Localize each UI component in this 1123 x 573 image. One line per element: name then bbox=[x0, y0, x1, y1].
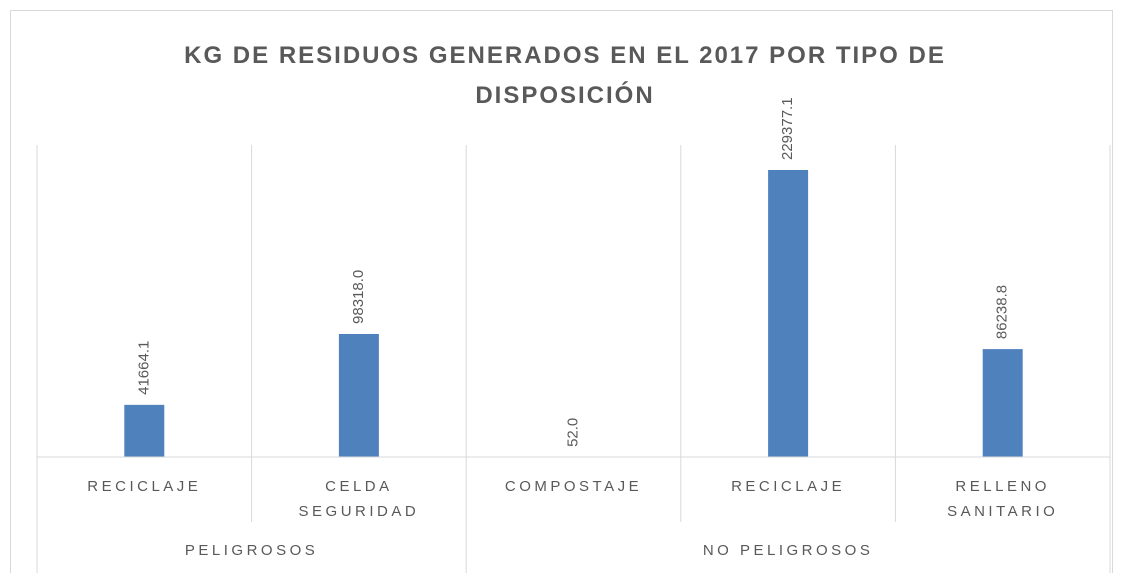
x-tick-label: RECICLAJE bbox=[87, 478, 202, 495]
group-label: NO PELIGROSOS bbox=[702, 542, 874, 559]
group-label: PELIGROSOS bbox=[184, 542, 319, 559]
data-label: 41664.1 bbox=[135, 341, 152, 395]
data-label: 52.0 bbox=[564, 418, 581, 447]
bar bbox=[338, 333, 379, 457]
chart-title: KG DE RESIDUOS GENERADOS EN EL 2017 POR … bbox=[184, 42, 946, 109]
chart-border bbox=[10, 10, 1113, 573]
bar bbox=[124, 404, 165, 457]
bar bbox=[768, 170, 809, 457]
x-tick-label: RECICLAJE bbox=[731, 478, 846, 495]
data-label: 229377.1 bbox=[779, 97, 796, 160]
data-label: 98318.0 bbox=[350, 270, 367, 324]
x-tick-label: COMPOSTAJE bbox=[504, 478, 643, 495]
bar bbox=[982, 349, 1023, 457]
data-label: 86238.8 bbox=[994, 285, 1011, 339]
x-tick-label: CELDA SEGURIDAD bbox=[298, 478, 420, 520]
x-tick-label: RELLENO SANITARIO bbox=[947, 478, 1059, 520]
